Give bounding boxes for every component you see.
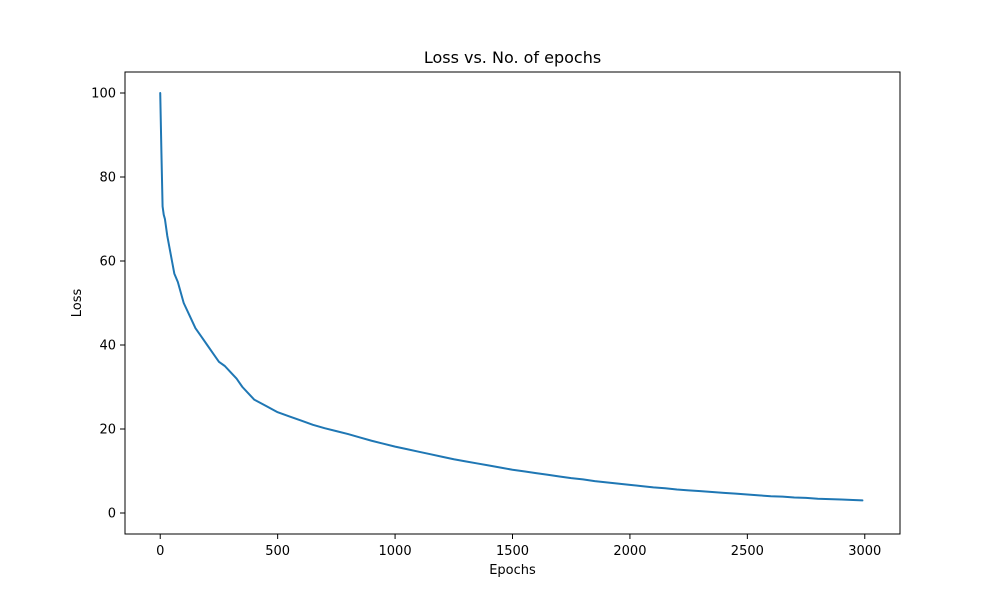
y-axis-ticks: 0 20 40 60 80 100 <box>91 87 125 522</box>
y-tick-label: 60 <box>99 255 116 270</box>
series-layer <box>159 92 864 502</box>
x-tick-label: 2500 <box>731 544 764 559</box>
x-tick-label: 3000 <box>848 544 881 559</box>
y-tick-label: 40 <box>99 339 116 354</box>
x-tick-label: 500 <box>265 544 290 559</box>
y-tick-label: 0 <box>108 507 116 522</box>
x-axis-ticks: 0 500 1000 1500 2000 2500 3000 <box>156 534 881 559</box>
chart-title: Loss vs. No. of epochs <box>424 48 601 67</box>
x-tick-label: 2000 <box>613 544 646 559</box>
y-tick-label: 100 <box>91 87 116 102</box>
x-axis-label: Epochs <box>489 563 536 578</box>
loss-series-line <box>159 92 864 502</box>
y-tick-label: 80 <box>99 171 116 186</box>
x-tick-label: 1000 <box>379 544 412 559</box>
plot-area-frame <box>124 71 901 535</box>
y-tick-label: 20 <box>99 423 116 438</box>
x-tick-label: 0 <box>156 544 164 559</box>
y-axis-label: Loss <box>70 289 85 318</box>
x-tick-label: 1500 <box>496 544 529 559</box>
